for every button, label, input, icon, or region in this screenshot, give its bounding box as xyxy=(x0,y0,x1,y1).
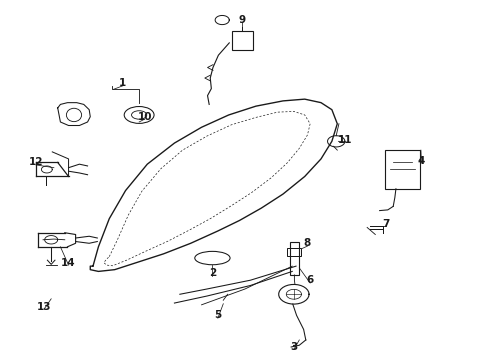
Text: 4: 4 xyxy=(418,156,425,166)
Text: 3: 3 xyxy=(290,342,297,352)
Text: 6: 6 xyxy=(307,275,314,285)
Bar xyxy=(232,31,253,50)
Text: 10: 10 xyxy=(137,112,152,122)
Bar xyxy=(385,150,420,189)
Text: 8: 8 xyxy=(304,238,311,248)
Text: 7: 7 xyxy=(383,219,390,229)
Text: 12: 12 xyxy=(29,157,43,167)
Text: 11: 11 xyxy=(338,135,353,145)
Text: 5: 5 xyxy=(214,310,221,320)
Text: 9: 9 xyxy=(239,15,246,25)
Bar xyxy=(287,248,301,256)
Bar xyxy=(290,242,299,275)
Text: 13: 13 xyxy=(37,302,51,311)
Text: 14: 14 xyxy=(61,258,76,267)
Text: 2: 2 xyxy=(209,268,216,278)
Text: 1: 1 xyxy=(119,78,126,88)
